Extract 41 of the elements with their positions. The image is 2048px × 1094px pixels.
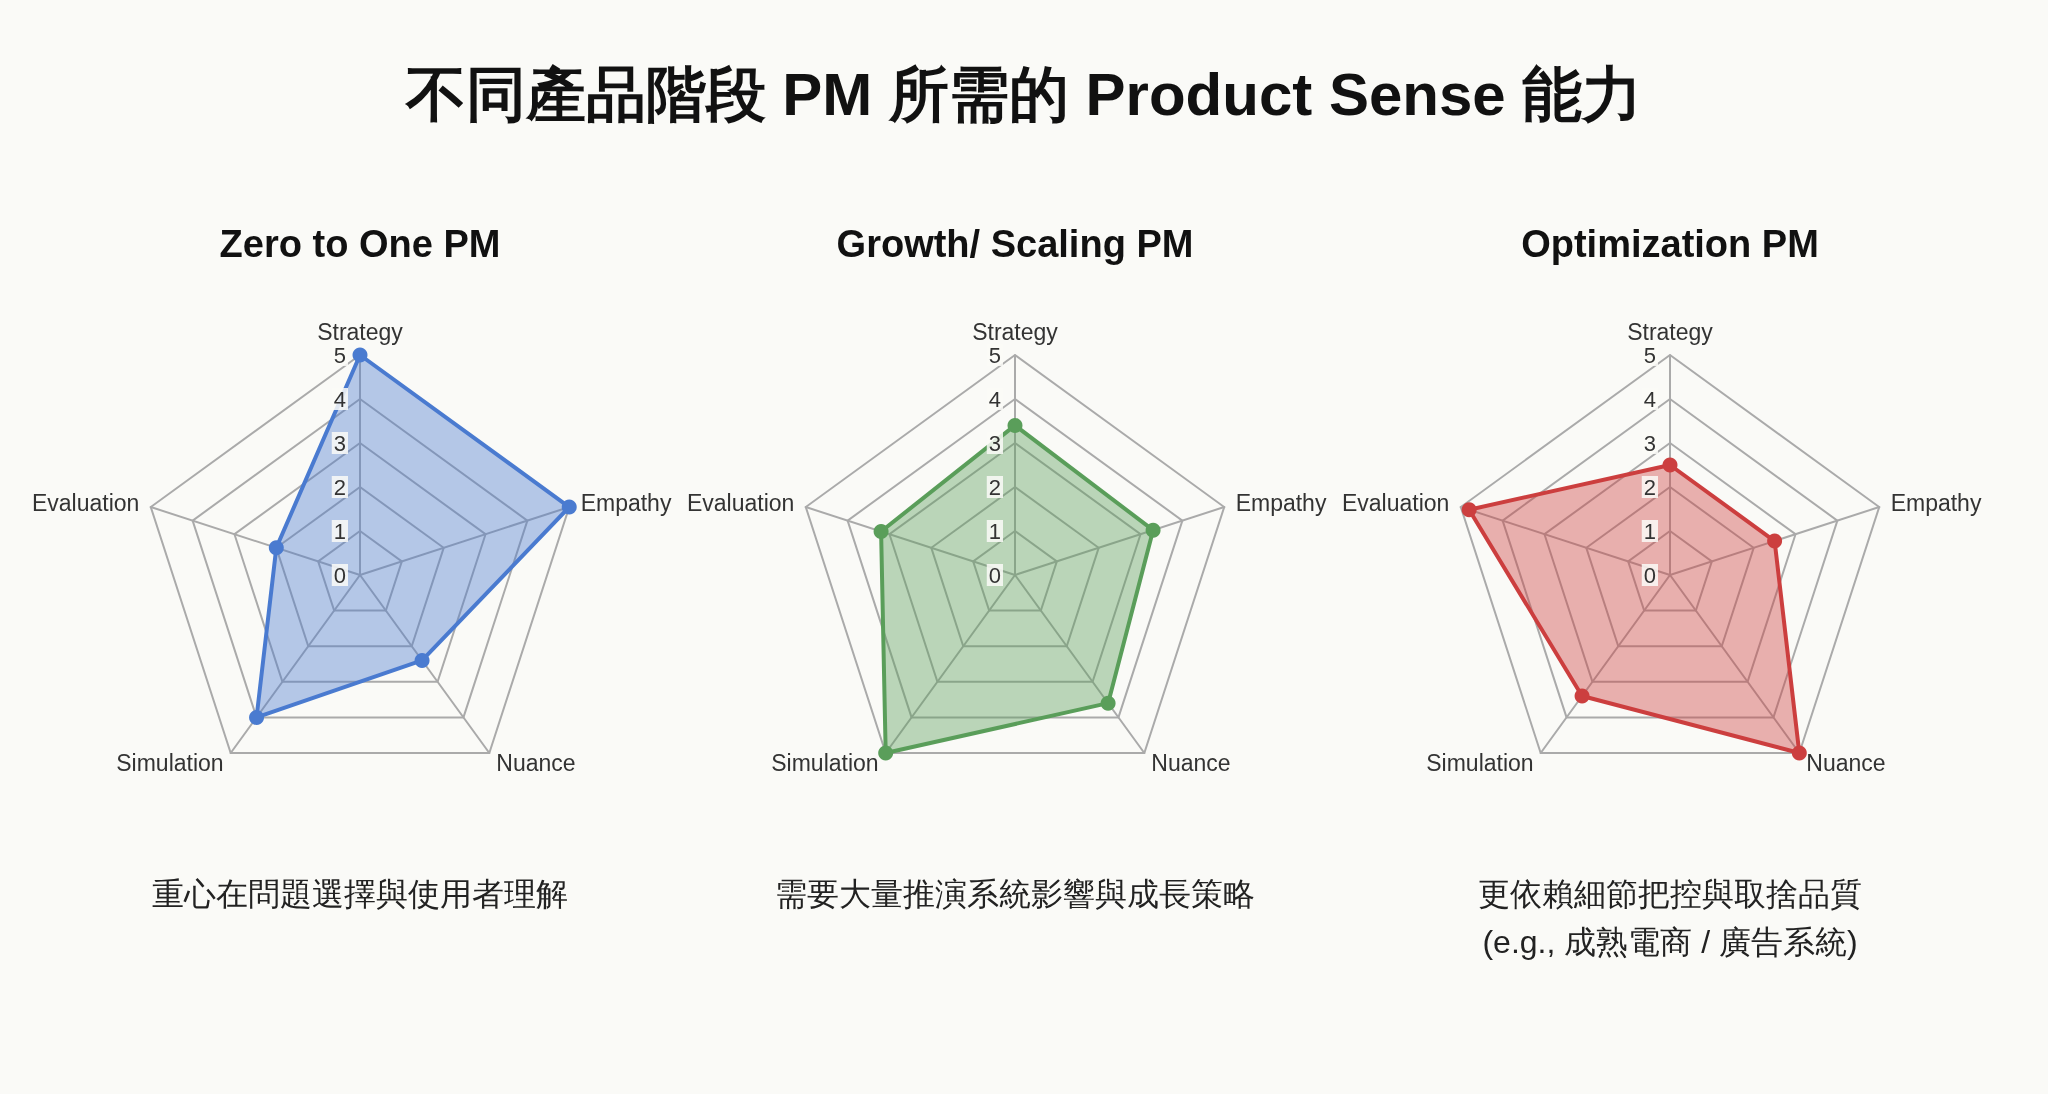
spoke-label: Empathy bbox=[580, 490, 672, 517]
y-tick-label: 0 bbox=[988, 562, 1001, 588]
y-tick-label: 0 bbox=[333, 562, 346, 588]
y-tick-label: 1 bbox=[333, 518, 346, 544]
y-tick-label: 1 bbox=[1643, 518, 1656, 544]
spoke-label: Simulation bbox=[116, 749, 224, 776]
spoke-label: Nuance bbox=[496, 749, 576, 776]
y-tick-label: 5 bbox=[333, 342, 346, 368]
spoke-label: Empathy bbox=[1235, 490, 1327, 517]
y-tick-label: 4 bbox=[333, 386, 346, 412]
y-tick-label: 1 bbox=[988, 518, 1001, 544]
text: 不同產品階段 PM 所需的 Product Sense 能力 bbox=[404, 60, 1644, 130]
text: 重心在問題選擇與使用者理解 bbox=[151, 875, 569, 914]
text: (e.g., 成熟電商 / 廣告系統) bbox=[1481, 923, 1859, 962]
spoke-label: Evaluation bbox=[1341, 490, 1450, 517]
spoke-label: Nuance bbox=[1151, 749, 1231, 776]
spoke-label: Strategy bbox=[1627, 318, 1714, 345]
spoke-label: Simulation bbox=[1426, 749, 1534, 776]
y-tick-label: 4 bbox=[988, 386, 1001, 412]
spoke-label: Nuance bbox=[1806, 749, 1886, 776]
chart-title: Growth/ Scaling PM bbox=[836, 223, 1194, 265]
spoke-label: Strategy bbox=[972, 318, 1059, 345]
y-tick-label: 3 bbox=[988, 430, 1001, 456]
spoke-label: Strategy bbox=[317, 318, 404, 345]
y-tick-label: 2 bbox=[333, 474, 346, 500]
text: 更依賴細節把控與取捨品質 bbox=[1477, 875, 1863, 914]
y-tick-label: 2 bbox=[988, 474, 1001, 500]
y-tick-label: 3 bbox=[333, 430, 346, 456]
chart-title: Optimization PM bbox=[1521, 223, 1819, 265]
y-tick-label: 3 bbox=[1643, 430, 1656, 456]
spoke-label: Evaluation bbox=[686, 490, 795, 517]
y-tick-label: 2 bbox=[1643, 474, 1656, 500]
y-tick-label: 0 bbox=[1643, 562, 1656, 588]
spoke-label: Evaluation bbox=[31, 490, 140, 517]
y-tick-label: 5 bbox=[1643, 342, 1656, 368]
chart-title: Zero to One PM bbox=[219, 223, 501, 265]
spoke-label: Simulation bbox=[771, 749, 879, 776]
spoke-label: Empathy bbox=[1890, 490, 1982, 517]
y-tick-label: 5 bbox=[988, 342, 1001, 368]
y-tick-label: 4 bbox=[1643, 386, 1656, 412]
text: 需要大量推演系統影響與成長策略 bbox=[774, 875, 1256, 914]
